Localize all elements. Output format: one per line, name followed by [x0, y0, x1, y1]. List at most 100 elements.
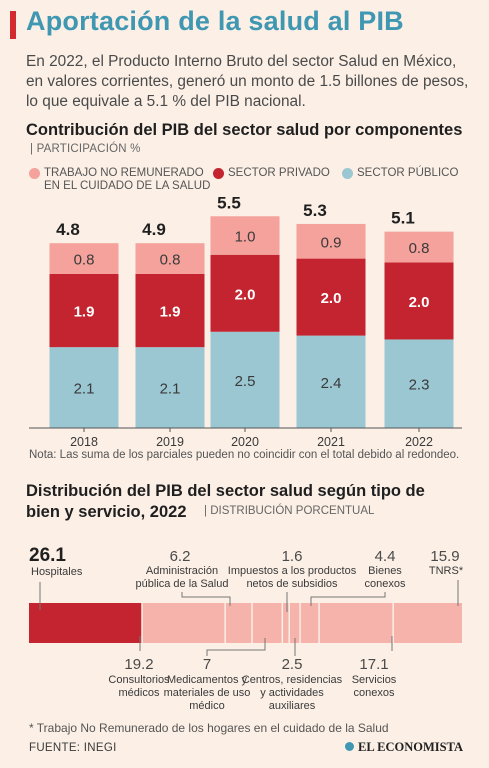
segment-category-label: Medicamentos y	[167, 674, 248, 686]
segment-category-label: Hospitales	[31, 566, 83, 578]
bar-value-label: 2.1	[74, 381, 95, 398]
footnote: * Trabajo No Remunerado de los hogares e…	[29, 721, 389, 735]
bar-value-label: 2.1	[160, 381, 181, 398]
segment-value-label: 6.2	[170, 548, 191, 565]
segment-category-label: Servicios	[352, 674, 397, 686]
bar-value-label: 1.9	[74, 304, 95, 321]
bar-value-label: 0.8	[160, 252, 181, 269]
legend-label-trabajo: TRABAJO NO REMUNERADO EN EL CUIDADO DE L…	[44, 167, 211, 192]
bar-segment	[210, 216, 280, 255]
x-tick-label: 2020	[231, 435, 259, 449]
legend-swatch-privado	[213, 168, 224, 179]
page-title: Aportación de la salud al PIB	[26, 6, 404, 36]
segment-value-label: 2.5	[282, 656, 303, 673]
distribution-segment	[142, 603, 226, 643]
segment-category-label: Consultorios	[108, 674, 170, 686]
bar-value-label: 2.4	[321, 375, 342, 392]
bar-segment	[296, 258, 366, 336]
leader-line	[181, 592, 231, 606]
chart2-title: Distribución del PIB del sector salud se…	[26, 481, 425, 523]
segment-category-label: Impuestos a los productos	[228, 565, 357, 577]
bar-total-label: 4.8	[56, 220, 80, 239]
segment-value-label: 15.9	[430, 548, 459, 565]
leader-line	[206, 638, 266, 656]
distribution-segment	[29, 603, 143, 643]
x-tick-label: 2022	[405, 435, 433, 449]
chart2-title-line1: Distribución del PIB del sector salud se…	[26, 482, 425, 500]
chart1-subtitle: | PARTICIPACIÓN %	[30, 143, 141, 155]
bar-value-label: 2.0	[235, 286, 256, 303]
segment-category-label: Bienes	[368, 565, 402, 577]
bar-segment	[49, 347, 119, 428]
bar-total-label: 5.5	[217, 193, 241, 212]
leader-line	[310, 592, 386, 606]
segment-category-label: materiales de uso	[164, 687, 251, 699]
bar-segment	[135, 243, 205, 274]
legend-label-privado: SECTOR PRIVADO	[228, 167, 330, 179]
legend-swatch-trabajo	[29, 168, 40, 179]
segment-value-label: 4.4	[375, 548, 396, 565]
brand-logo: EL ECONOMISTA	[345, 740, 463, 755]
bar-value-label: 2.0	[409, 294, 430, 311]
segment-category-label: Administración	[146, 565, 218, 577]
chart2-subtitle: | DISTRIBUCIÓN PORCENTUAL	[204, 505, 375, 517]
distribution-segment	[225, 603, 252, 643]
segment-category-label: TNRS*	[429, 565, 464, 577]
distribution-segment	[319, 603, 394, 643]
bar-value-label: 1.0	[235, 229, 256, 246]
x-tick-label: 2019	[156, 435, 184, 449]
chart2-title-line2: bien y servicio, 2022	[26, 503, 187, 521]
bar-value-label: 0.9	[321, 234, 342, 251]
bar-segment	[135, 347, 205, 428]
segment-category-label: pública de la Salud	[136, 578, 229, 590]
distribution-segment	[251, 603, 283, 643]
bar-value-label: 2.0	[321, 290, 342, 307]
bar-segment	[135, 274, 205, 348]
segment-category-label: conexos	[365, 578, 406, 590]
bar-segment	[296, 223, 366, 259]
source: FUENTE: INEGI	[29, 742, 117, 754]
bar-segment	[49, 274, 119, 348]
bar-total-label: 5.1	[391, 209, 415, 228]
bar-segment	[210, 331, 280, 428]
bar-total-label: 5.3	[303, 201, 327, 220]
bar-total-label: 4.9	[142, 220, 166, 239]
bar-value-label: 0.8	[409, 240, 430, 257]
segment-value-label: 26.1	[29, 545, 66, 566]
bar-segment	[384, 231, 454, 263]
segment-category-label: Centros, residencias	[242, 674, 343, 686]
bar-value-label: 0.8	[74, 252, 95, 269]
bar-segment	[296, 335, 366, 428]
segment-category-label: y actividades	[260, 687, 324, 699]
title-accent-bar	[10, 11, 16, 39]
bar-value-label: 1.9	[160, 304, 181, 321]
distribution-segment	[282, 603, 290, 643]
distribution-segment	[300, 603, 320, 643]
segment-category-label: auxiliares	[269, 700, 316, 712]
distribution-segment	[393, 603, 462, 643]
distribution-segment	[289, 603, 301, 643]
bar-segment	[384, 339, 454, 428]
x-tick-label: 2018	[70, 435, 98, 449]
segment-value-label: 7	[203, 656, 211, 673]
legend-label-publico: SECTOR PÚBLICO	[357, 167, 459, 179]
segment-value-label: 1.6	[282, 548, 303, 565]
legend-swatch-publico	[342, 168, 353, 179]
brand-name: EL ECONOMISTA	[358, 740, 463, 754]
intro-text: En 2022, el Producto Interno Bruto del s…	[26, 53, 469, 110]
bar-value-label: 2.5	[235, 373, 256, 390]
chart1-note: Nota: Las suma de los parciales pueden n…	[29, 449, 460, 461]
segment-category-label: netos de subsidios	[246, 578, 338, 590]
chart2-subtitle-text: DISTRIBUCIÓN PORCENTUAL	[210, 505, 375, 517]
segment-category-label: médico	[189, 700, 224, 712]
segment-category-label: médicos	[119, 687, 160, 699]
segment-category-label: conexos	[354, 687, 395, 699]
bar-segment	[210, 254, 280, 332]
bar-segment	[384, 262, 454, 340]
brand-mark-icon	[345, 742, 354, 751]
bar-value-label: 2.3	[409, 377, 430, 394]
chart1-subtitle-text: PARTICIPACIÓN %	[36, 143, 141, 155]
segment-value-label: 17.1	[359, 656, 388, 673]
